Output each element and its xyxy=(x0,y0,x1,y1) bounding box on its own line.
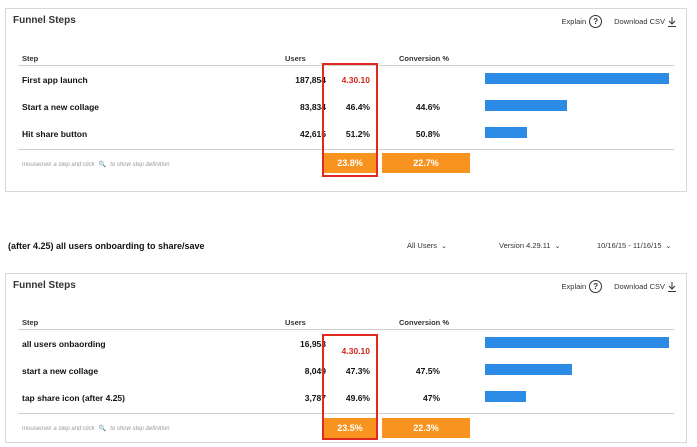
panel-title: Funnel Steps xyxy=(13,280,76,291)
users-count: 16,953 xyxy=(300,339,326,349)
users-count: 83,834 xyxy=(300,102,326,112)
hint-text-before: mouseover a step and click xyxy=(22,162,95,168)
panel-tools: Explain ? Download CSV xyxy=(562,280,676,293)
funnel-panel-2: Funnel Steps Explain ? Download CSV Step… xyxy=(5,273,687,443)
step-hint: mouseover a step and click 🔍 to show step … xyxy=(22,161,170,168)
step-hint: mouseover a step and click 🔍 to show step … xyxy=(22,425,170,432)
explain-link[interactable]: Explain xyxy=(561,17,587,26)
section-title: (after 4.25) all users onboarding to sha… xyxy=(8,241,205,251)
users-count: 8,049 xyxy=(304,366,326,376)
step-percent: 4.30.10 xyxy=(341,346,370,356)
column-header-conversion: Conversion % xyxy=(399,54,450,63)
step-percent: 47.3% xyxy=(345,366,370,376)
funnel-bar[interactable] xyxy=(485,100,567,111)
hint-text-after: to show step definition xyxy=(110,162,170,168)
hint-text-before: mouseover a step and click xyxy=(22,426,95,432)
funnel-bar[interactable] xyxy=(485,73,669,84)
chevron-down-icon: ⌄ xyxy=(554,243,561,250)
users-count: 42,615 xyxy=(300,129,326,139)
users-filter-label: All Users xyxy=(407,241,438,250)
users-count: 187,854 xyxy=(295,75,326,85)
step-name[interactable]: start a new collage xyxy=(22,366,99,376)
version-filter-label: Version 4.29.11 xyxy=(499,241,551,250)
download-icon[interactable] xyxy=(668,281,676,292)
step-name[interactable]: tap share icon (after 4.25) xyxy=(22,393,125,403)
header-divider xyxy=(18,65,674,66)
chevron-down-icon: ⌄ xyxy=(665,243,672,250)
funnel-bar[interactable] xyxy=(485,364,572,375)
annotation-red-box xyxy=(322,334,378,440)
funnel-panel-1: Funnel Steps Explain ? Download CSV Step… xyxy=(5,8,687,192)
date-range-filter[interactable]: 10/16/15 - 11/16/15 ⌄ xyxy=(597,241,671,250)
help-icon[interactable]: ? xyxy=(589,15,603,28)
date-range-label: 10/16/15 - 11/16/15 xyxy=(597,241,662,250)
footer-divider xyxy=(18,413,674,414)
conversion-total: 22.7% xyxy=(382,153,470,173)
hint-text-after: to show step definition xyxy=(110,426,170,432)
footer-divider xyxy=(18,149,674,150)
column-header-step: Step xyxy=(22,318,39,327)
magnifier-icon: 🔍 xyxy=(98,426,107,432)
step-name[interactable]: Hit share button xyxy=(22,129,88,139)
step-total: 23.8% xyxy=(324,153,376,173)
conversion-percent: 47.5% xyxy=(415,366,440,376)
download-csv-link[interactable]: Download CSV xyxy=(614,17,665,26)
column-header-users: Users xyxy=(285,318,306,327)
conversion-percent: 50.8% xyxy=(415,129,440,139)
step-percent: 49.6% xyxy=(345,393,370,403)
step-name[interactable]: all users onbaording xyxy=(22,339,106,349)
column-header-users: Users xyxy=(285,54,306,63)
step-percent: 51.2% xyxy=(345,129,370,139)
download-icon[interactable] xyxy=(668,16,676,27)
conversion-total: 22.3% xyxy=(382,418,470,438)
funnel-bar[interactable] xyxy=(485,127,527,138)
panel-title: Funnel Steps xyxy=(13,15,76,26)
users-count: 3,787 xyxy=(304,393,326,403)
magnifier-icon: 🔍 xyxy=(98,162,107,168)
step-name[interactable]: Start a new collage xyxy=(22,102,99,112)
download-csv-link[interactable]: Download CSV xyxy=(614,282,665,291)
annotation-red-box xyxy=(322,63,378,177)
header-divider xyxy=(18,329,674,330)
column-header-step: Step xyxy=(22,54,39,63)
step-percent: 46.4% xyxy=(345,102,370,112)
users-filter[interactable]: All Users ⌄ xyxy=(407,241,447,250)
step-percent: 4.30.10 xyxy=(341,75,370,85)
step-total: 23.5% xyxy=(324,418,376,438)
panel-tools: Explain ? Download CSV xyxy=(562,15,676,28)
help-icon[interactable]: ? xyxy=(589,280,603,293)
funnel-bar[interactable] xyxy=(485,391,526,402)
chevron-down-icon: ⌄ xyxy=(441,243,447,250)
column-header-conversion: Conversion % xyxy=(399,318,450,327)
step-name[interactable]: First app launch xyxy=(22,75,88,85)
version-filter[interactable]: Version 4.29.11 ⌄ xyxy=(499,241,560,250)
conversion-percent: 47% xyxy=(422,393,440,403)
conversion-percent: 44.6% xyxy=(415,102,440,112)
funnel-bar[interactable] xyxy=(485,337,669,348)
explain-link[interactable]: Explain xyxy=(561,282,587,291)
